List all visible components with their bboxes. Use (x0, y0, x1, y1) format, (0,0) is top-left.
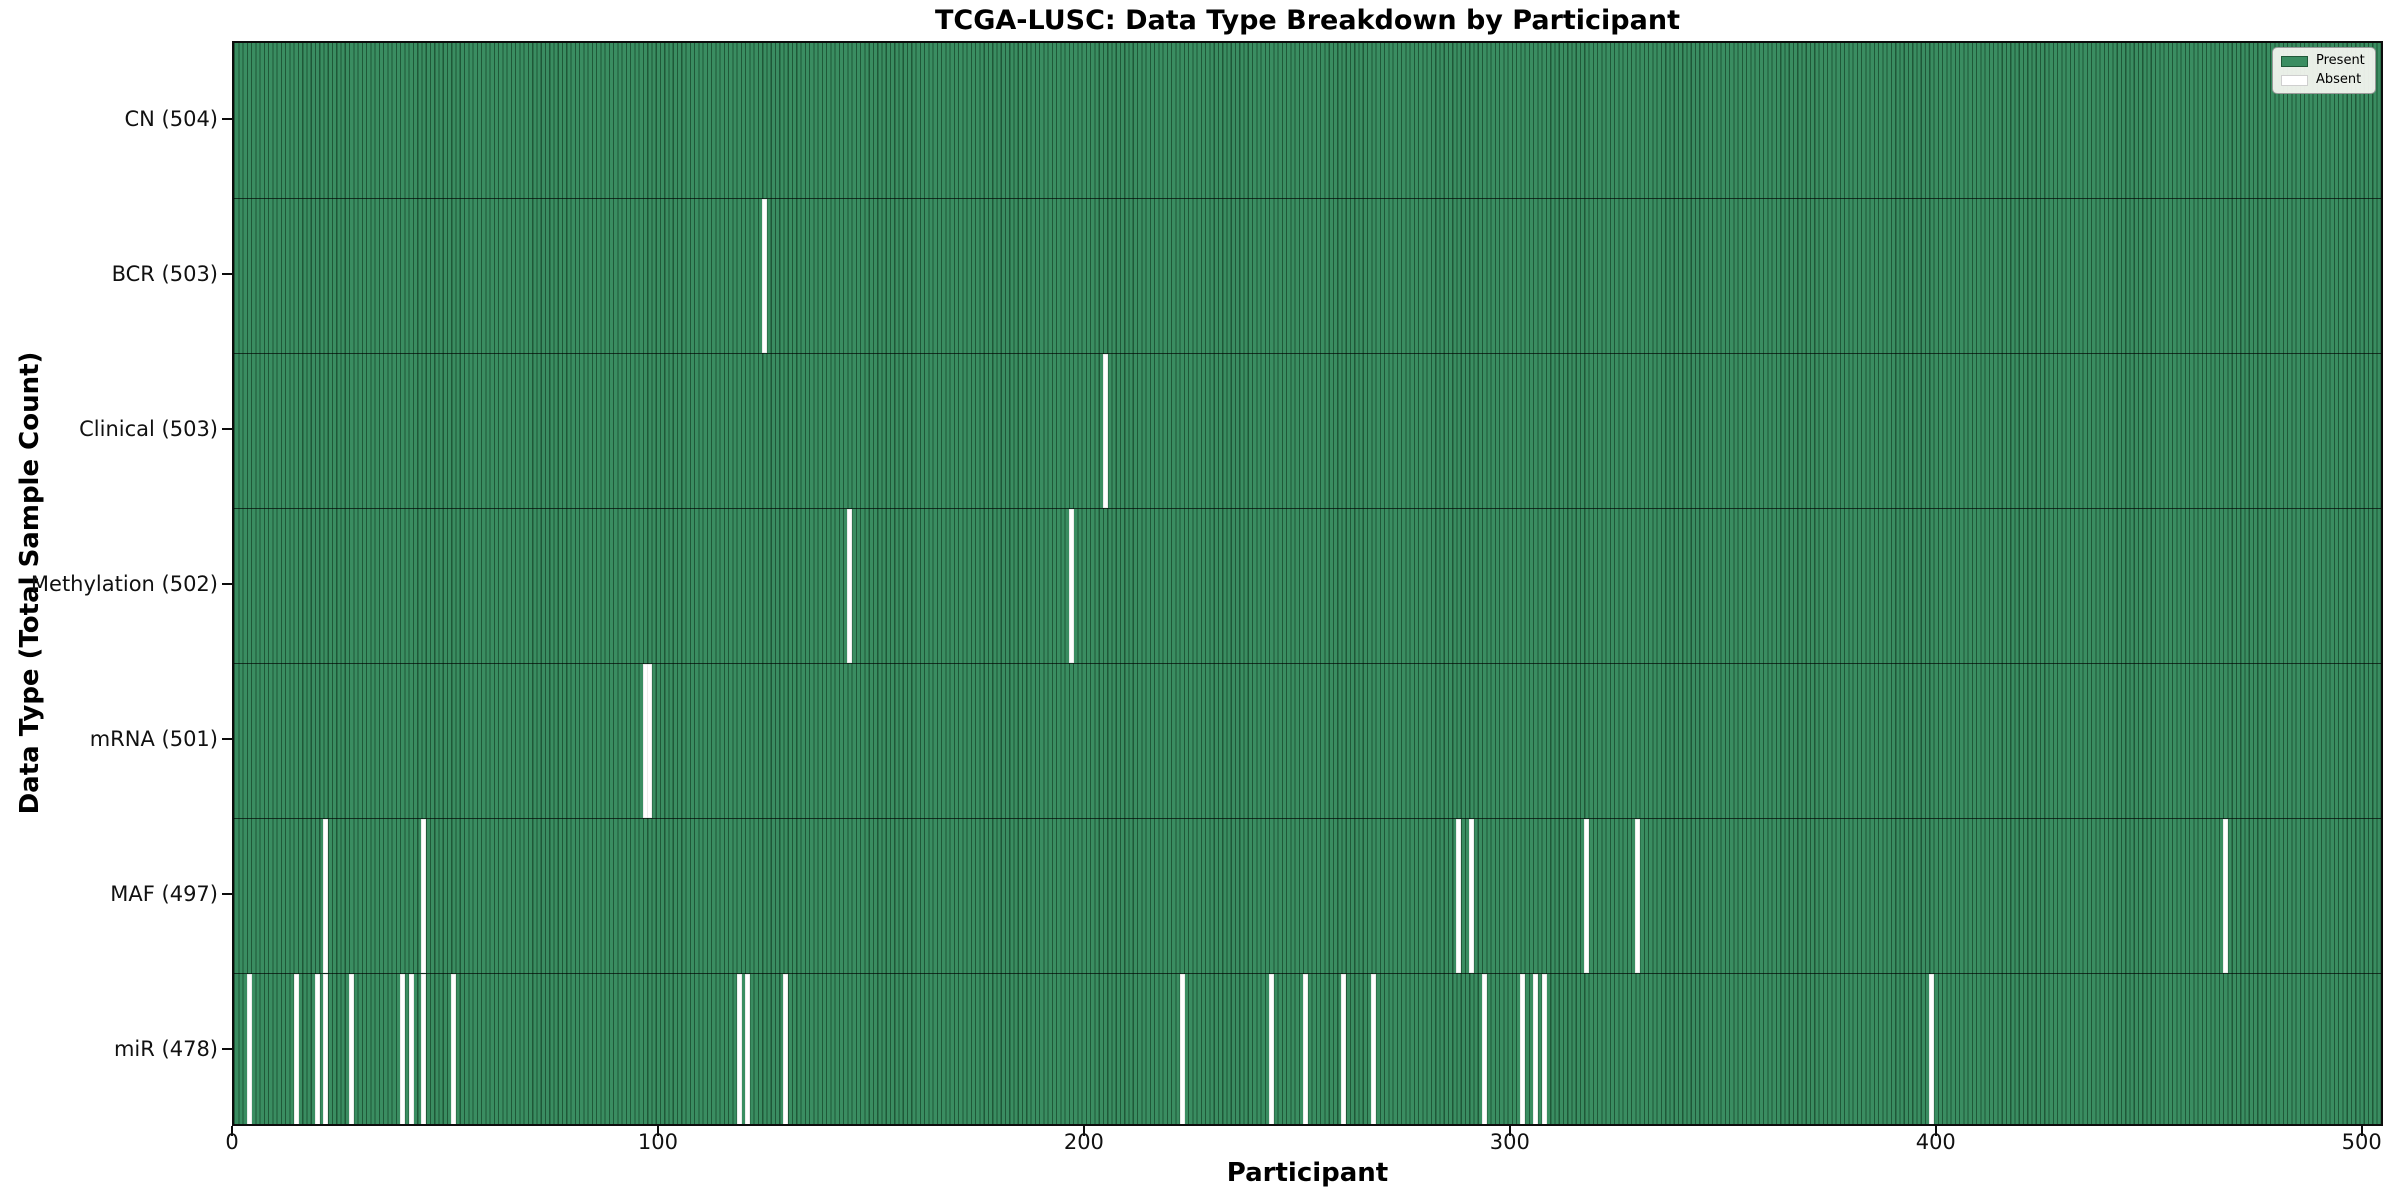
legend-absent-swatch (2281, 74, 2308, 86)
absent-gap-miR-243 (1269, 974, 1275, 1124)
absent-gap-Methylation-196 (1068, 509, 1074, 663)
y-tick-label-Methylation: Methylation (502) (30, 571, 218, 596)
absent-gap-miR-307 (1541, 974, 1547, 1124)
row-mRNA (234, 663, 2381, 818)
row-miR (234, 973, 2381, 1124)
row-Clinical (234, 353, 2381, 508)
absent-gap-MAF-317 (1584, 819, 1590, 973)
absent-gap-miR-3 (246, 974, 252, 1124)
absent-gap-miR-129 (783, 974, 789, 1124)
x-tick-mark-100 (656, 1126, 659, 1136)
x-tick-mark-300 (1508, 1126, 1511, 1136)
absent-gap-miR-39 (400, 974, 406, 1124)
absent-gap-MAF-467 (2223, 819, 2229, 973)
row-MAF (234, 818, 2381, 973)
absent-gap-miR-251 (1303, 974, 1309, 1124)
absent-gap-miR-27 (349, 974, 354, 1124)
legend-present-label: Present (2316, 53, 2365, 68)
x-tick-label-500: 500 (2341, 1130, 2382, 1154)
absent-gap-Methylation-144 (847, 509, 853, 663)
plot-area (232, 41, 2383, 1126)
absent-gap-miR-118 (736, 974, 742, 1124)
row-CN (234, 43, 2381, 198)
y-tick-mark-Methylation (222, 582, 232, 585)
absent-gap-BCR-124 (762, 199, 768, 353)
y-tick-mark-Clinical (222, 427, 232, 430)
absent-gap-miR-14 (293, 974, 299, 1124)
row-Methylation (234, 508, 2381, 663)
absent-gap-miR-305 (1533, 974, 1539, 1124)
absent-gap-miR-41 (408, 974, 414, 1124)
x-tick-label-200: 200 (1063, 1130, 1104, 1154)
absent-gap-MAF-287 (1456, 819, 1462, 973)
absent-gap-MAF-329 (1635, 819, 1641, 973)
legend: Present Absent (2272, 47, 2376, 94)
y-tick-mark-BCR (222, 272, 232, 275)
row-BCR (234, 198, 2381, 353)
x-tick-mark-0 (231, 1126, 233, 1136)
y-tick-mark-CN (222, 117, 232, 120)
absent-gap-Clinical-204 (1102, 354, 1108, 508)
x-tick-mark-400 (1934, 1126, 1937, 1136)
absent-gap-mRNA-97 (647, 664, 653, 818)
absent-gap-miR-267 (1371, 974, 1377, 1124)
absent-gap-miR-398 (1929, 974, 1935, 1124)
absent-gap-MAF-290 (1469, 819, 1475, 973)
absent-gap-miR-120 (745, 974, 751, 1124)
y-tick-mark-miR (222, 1047, 232, 1050)
absent-gap-MAF-21 (323, 819, 329, 973)
x-tick-label-300: 300 (1489, 1130, 1530, 1154)
legend-absent-label: Absent (2316, 72, 2362, 87)
absent-gap-mRNA-96 (642, 664, 648, 818)
legend-entry-absent: Absent (2281, 73, 2367, 87)
absent-gap-miR-44 (421, 974, 427, 1124)
x-tick-label-400: 400 (1915, 1130, 1956, 1154)
y-tick-label-CN: CN (504) (124, 106, 218, 131)
x-tick-label-100: 100 (637, 1130, 678, 1154)
y-tick-label-mRNA: mRNA (501) (89, 726, 218, 751)
x-tick-mark-200 (1082, 1126, 1085, 1136)
absent-gap-miR-51 (451, 974, 457, 1124)
absent-gap-miR-293 (1482, 974, 1487, 1124)
absent-gap-miR-260 (1341, 974, 1347, 1124)
absent-gap-miR-222 (1179, 974, 1185, 1124)
absent-gap-miR-21 (323, 974, 329, 1124)
legend-entry-present: Present (2281, 54, 2367, 68)
chart-title: TCGA-LUSC: Data Type Breakdown by Partic… (935, 5, 1680, 36)
x-tick-label-0: 0 (225, 1130, 239, 1154)
y-tick-label-Clinical: Clinical (503) (79, 416, 218, 441)
absent-gap-miR-302 (1520, 974, 1526, 1124)
y-tick-label-miR: miR (478) (113, 1036, 218, 1061)
legend-present-swatch (2281, 55, 2308, 67)
y-tick-mark-mRNA (222, 737, 232, 740)
y-tick-mark-MAF (222, 892, 232, 895)
y-tick-label-MAF: MAF (497) (110, 881, 218, 906)
y-tick-label-BCR: BCR (503) (111, 261, 218, 286)
absent-gap-miR-19 (314, 974, 320, 1124)
x-axis-label: Participant (1226, 1158, 1389, 1188)
x-tick-mark-500 (2360, 1126, 2363, 1136)
absent-gap-MAF-44 (421, 819, 427, 973)
